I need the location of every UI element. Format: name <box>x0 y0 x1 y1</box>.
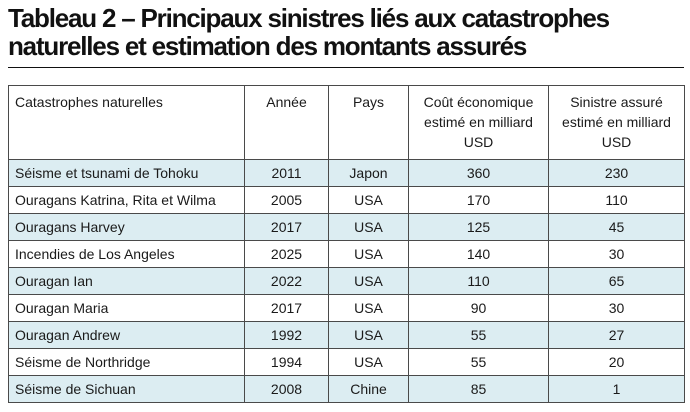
cell-insured-loss: 65 <box>548 267 685 295</box>
cell-name: Séisme de Sichuan <box>8 375 245 403</box>
cell-insured-loss: 27 <box>548 321 685 349</box>
cell-economic-cost: 140 <box>408 240 549 268</box>
cell-name: Séisme et tsunami de Tohoku <box>8 159 245 187</box>
cell-name: Ouragans Harvey <box>8 213 245 241</box>
column-header-year: Année <box>244 85 329 160</box>
cell-economic-cost: 55 <box>408 321 549 349</box>
cell-name: Séisme de Northridge <box>8 348 245 376</box>
column-header-insured-loss: Sinistre assuré estimé en milliard USD <box>548 85 685 160</box>
cell-country: Chine <box>328 375 409 403</box>
cell-country: USA <box>328 348 409 376</box>
cell-name: Ouragan Maria <box>8 294 245 322</box>
table-row: Incendies de Los Angeles 2025 USA 140 30 <box>8 240 685 268</box>
cell-year: 2017 <box>244 213 329 241</box>
cell-insured-loss: 1 <box>548 375 685 403</box>
cell-name: Ouragan Ian <box>8 267 245 295</box>
cell-country: USA <box>328 267 409 295</box>
cell-name: Ouragan Andrew <box>8 321 245 349</box>
cell-economic-cost: 90 <box>408 294 549 322</box>
cell-name: Incendies de Los Angeles <box>8 240 245 268</box>
cell-country: USA <box>328 186 409 214</box>
cell-year: 2005 <box>244 186 329 214</box>
cell-economic-cost: 85 <box>408 375 549 403</box>
cell-economic-cost: 125 <box>408 213 549 241</box>
column-header-country: Pays <box>328 85 409 160</box>
table-row: Ouragan Andrew 1992 USA 55 27 <box>8 321 685 349</box>
cell-insured-loss: 30 <box>548 240 685 268</box>
cell-country: USA <box>328 321 409 349</box>
table-row: Ouragans Harvey 2017 USA 125 45 <box>8 213 685 241</box>
cell-country: Japon <box>328 159 409 187</box>
cell-insured-loss: 110 <box>548 186 685 214</box>
cell-year: 1994 <box>244 348 329 376</box>
cell-year: 2011 <box>244 159 329 187</box>
cell-economic-cost: 170 <box>408 186 549 214</box>
cell-insured-loss: 20 <box>548 348 685 376</box>
table-row: Ouragan Ian 2022 USA 110 65 <box>8 267 685 295</box>
cell-year: 1992 <box>244 321 329 349</box>
cell-country: USA <box>328 294 409 322</box>
table-row: Séisme de Northridge 1994 USA 55 20 <box>8 348 685 376</box>
table-row: Séisme de Sichuan 2008 Chine 85 1 <box>8 375 685 403</box>
cell-insured-loss: 230 <box>548 159 685 187</box>
cell-insured-loss: 45 <box>548 213 685 241</box>
table-row: Ouragan Maria 2017 USA 90 30 <box>8 294 685 322</box>
cell-economic-cost: 360 <box>408 159 549 187</box>
column-header-economic-cost: Coût économique estimé en milliard USD <box>408 85 549 160</box>
cell-name: Ouragans Katrina, Rita et Wilma <box>8 186 245 214</box>
cell-country: USA <box>328 213 409 241</box>
cell-economic-cost: 110 <box>408 267 549 295</box>
cell-year: 2022 <box>244 267 329 295</box>
cell-year: 2025 <box>244 240 329 268</box>
title-divider <box>8 67 684 68</box>
cell-year: 2017 <box>244 294 329 322</box>
cell-insured-loss: 30 <box>548 294 685 322</box>
disaster-table: Catastrophes naturelles Année Pays Coût … <box>8 85 685 403</box>
cell-economic-cost: 55 <box>408 348 549 376</box>
cell-country: USA <box>328 240 409 268</box>
cell-year: 2008 <box>244 375 329 403</box>
table-row: Ouragans Katrina, Rita et Wilma 2005 USA… <box>8 186 685 214</box>
table-row: Séisme et tsunami de Tohoku 2011 Japon 3… <box>8 159 685 187</box>
table-header-row: Catastrophes naturelles Année Pays Coût … <box>8 85 685 160</box>
column-header-name: Catastrophes naturelles <box>8 85 245 160</box>
table-title: Tableau 2 – Principaux sinistres liés au… <box>8 3 610 61</box>
